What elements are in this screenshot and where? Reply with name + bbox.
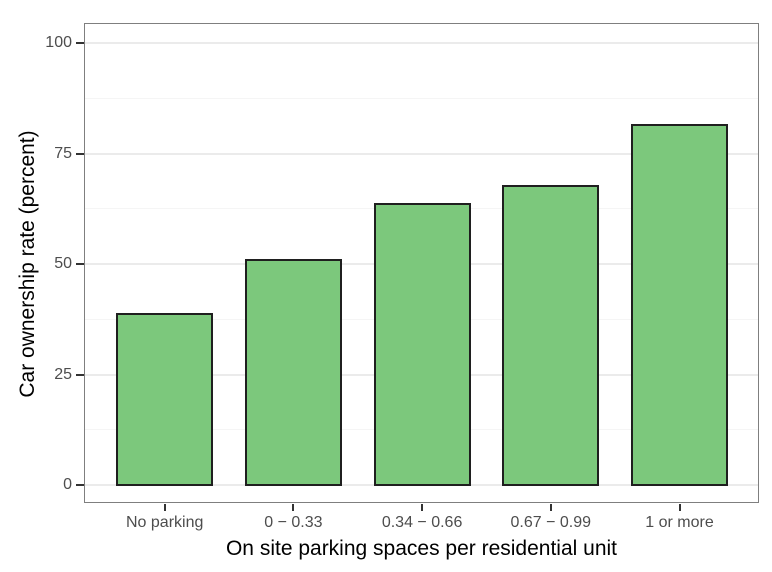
y-tick-label: 75	[54, 144, 72, 162]
y-tick-mark	[76, 484, 84, 486]
gridline-major	[85, 42, 758, 44]
y-tick-label: 100	[45, 34, 72, 51]
x-tick-mark	[549, 504, 552, 511]
gridline-major	[85, 152, 758, 155]
y-tick-mark	[76, 373, 84, 376]
bar	[116, 312, 214, 486]
x-tick-label: 0 − 0.33	[264, 514, 323, 531]
x-tick-label: 1 or more	[645, 514, 714, 531]
y-tick-mark	[76, 42, 84, 44]
y-tick-label: 50	[54, 255, 72, 272]
x-tick-mark	[292, 504, 295, 511]
x-axis-title: On site parking spaces per residential u…	[225, 537, 618, 560]
y-tick-mark	[76, 263, 84, 265]
gridline-minor	[85, 97, 758, 99]
y-tick-mark	[76, 152, 84, 155]
x-tick-label: No parking	[126, 514, 204, 531]
bar	[244, 259, 342, 486]
plot-panel	[84, 23, 759, 503]
y-axis-title: Car ownership rate (percent)	[16, 130, 39, 398]
y-tick-label: 0	[63, 476, 72, 493]
y-tick-label: 25	[54, 365, 72, 383]
x-tick-mark	[163, 504, 166, 511]
x-tick-mark	[678, 504, 681, 511]
x-tick-label: 0.67 − 0.99	[510, 514, 592, 531]
bar	[373, 202, 471, 486]
bar	[502, 184, 600, 486]
x-tick-label: 0.34 − 0.66	[381, 514, 463, 531]
bar	[631, 124, 728, 486]
x-tick-mark	[421, 504, 424, 511]
